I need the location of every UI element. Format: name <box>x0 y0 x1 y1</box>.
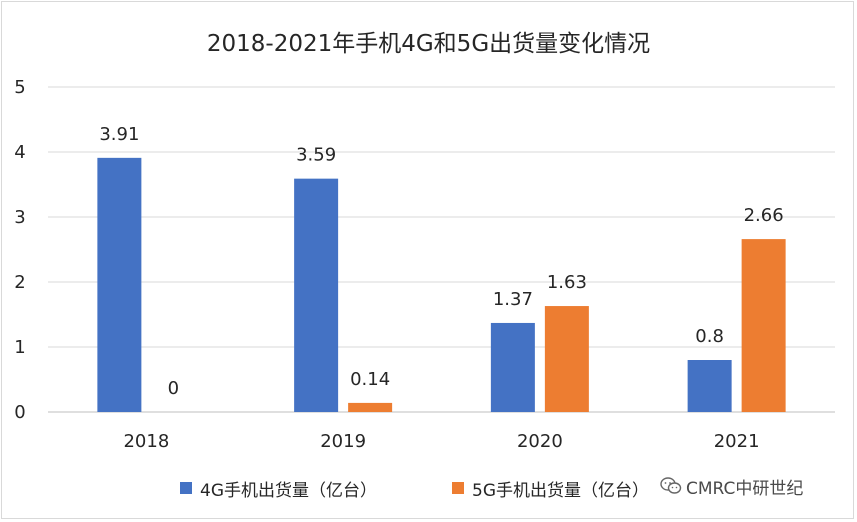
x-tick-label-2020: 2020 <box>517 431 563 452</box>
bar-5g-2021 <box>741 239 786 412</box>
bar-5g-2020 <box>544 306 589 412</box>
legend-label-5g: 5G手机出货量（亿台） <box>472 480 649 501</box>
bar-4g-2021 <box>687 360 732 412</box>
bar-5g-2019 <box>348 402 393 412</box>
data-label-5g-2021: 2.66 <box>744 205 784 226</box>
data-label-5g-2018: 0 <box>168 378 179 399</box>
x-tick-label-2019: 2019 <box>320 431 366 452</box>
legend-item-5g: 5G手机出货量（亿台） <box>452 476 649 501</box>
data-label-4g-2021: 0.8 <box>695 326 724 347</box>
bar-4g-2020 <box>490 322 535 412</box>
legend-swatch-4g <box>180 482 192 494</box>
legend-swatch-5g <box>452 482 464 494</box>
watermark-text: CMRC中研世纪 <box>686 478 804 499</box>
y-tick-label-5: 5 <box>14 77 25 98</box>
data-label-4g-2019: 3.59 <box>296 145 336 166</box>
legend-item-4g: 4G手机出货量（亿台） <box>180 476 377 501</box>
legend-label-4g: 4G手机出货量（亿台） <box>200 480 377 501</box>
data-label-5g-2019: 0.14 <box>350 369 390 390</box>
bar-4g-2018 <box>97 157 142 412</box>
watermark: CMRC中研世纪 <box>658 474 806 499</box>
data-label-4g-2018: 3.91 <box>99 124 139 145</box>
y-tick-label-4: 4 <box>14 142 25 163</box>
y-tick-label-1: 1 <box>14 337 25 358</box>
chart-title: 2018-2021年手机4G和5G出货量变化情况 <box>206 31 651 57</box>
x-tick-label-2018: 2018 <box>123 431 169 452</box>
x-tick-label-2021: 2021 <box>714 431 760 452</box>
data-label-4g-2020: 1.37 <box>493 289 533 310</box>
bar-4g-2019 <box>294 178 339 412</box>
y-tick-label-2: 2 <box>14 272 25 293</box>
data-label-5g-2020: 1.63 <box>547 272 587 293</box>
y-tick-label-0: 0 <box>14 402 25 423</box>
y-tick-label-3: 3 <box>14 207 25 228</box>
wechat-icon <box>660 477 682 494</box>
